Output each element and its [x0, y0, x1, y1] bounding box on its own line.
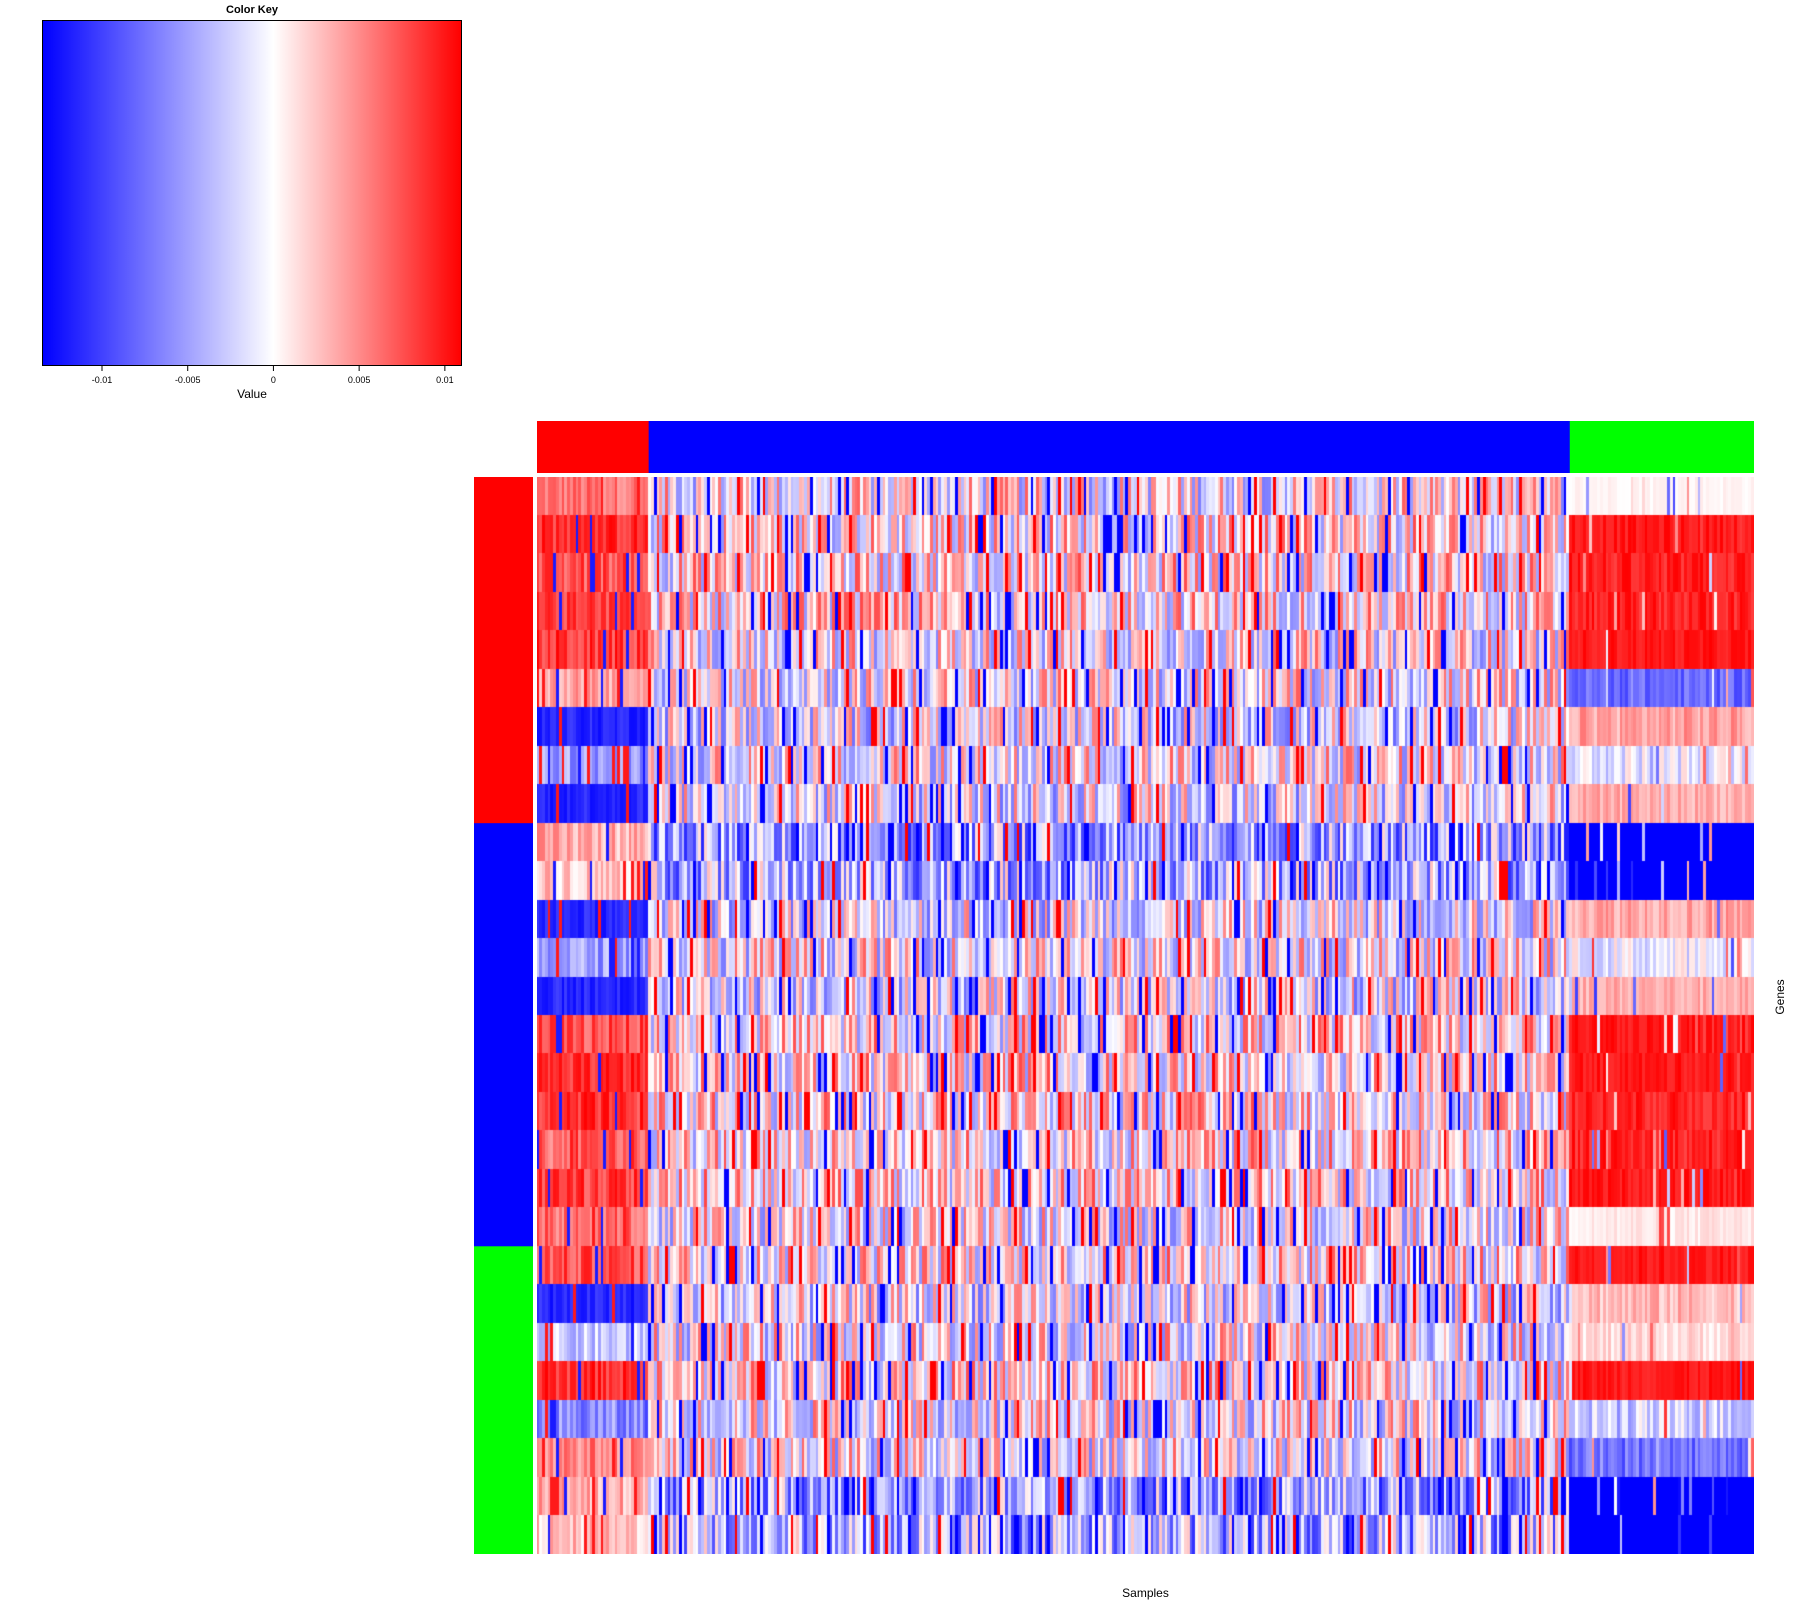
color-key-axis-label: Value [237, 387, 267, 401]
color-key-axis: -0.01 -0.005 0 0.005 0.01 [92, 366, 454, 385]
row-group-bar [474, 477, 533, 824]
color-key-tick-label: 0.01 [436, 375, 454, 385]
y-axis-label: Genes [1773, 979, 1787, 1015]
color-key-tick-label: -0.005 [175, 375, 201, 385]
color-key-gradient [42, 20, 462, 366]
column-group-bar [648, 421, 1571, 473]
column-group-bar [1569, 421, 1754, 473]
color-key-tick-label: 0.005 [348, 375, 371, 385]
row-group-bar [474, 823, 533, 1247]
color-key-title: Color Key [226, 4, 278, 16]
row-side-colors [474, 477, 533, 1554]
heatmap-grid [537, 477, 1754, 1554]
x-axis-label: Samples [1122, 1586, 1169, 1600]
column-group-bar [537, 421, 650, 473]
column-side-colors [537, 421, 1754, 473]
color-key-tick-label: -0.01 [92, 375, 113, 385]
row-group-bar [474, 1246, 533, 1554]
color-key-tick-label: 0 [271, 375, 276, 385]
